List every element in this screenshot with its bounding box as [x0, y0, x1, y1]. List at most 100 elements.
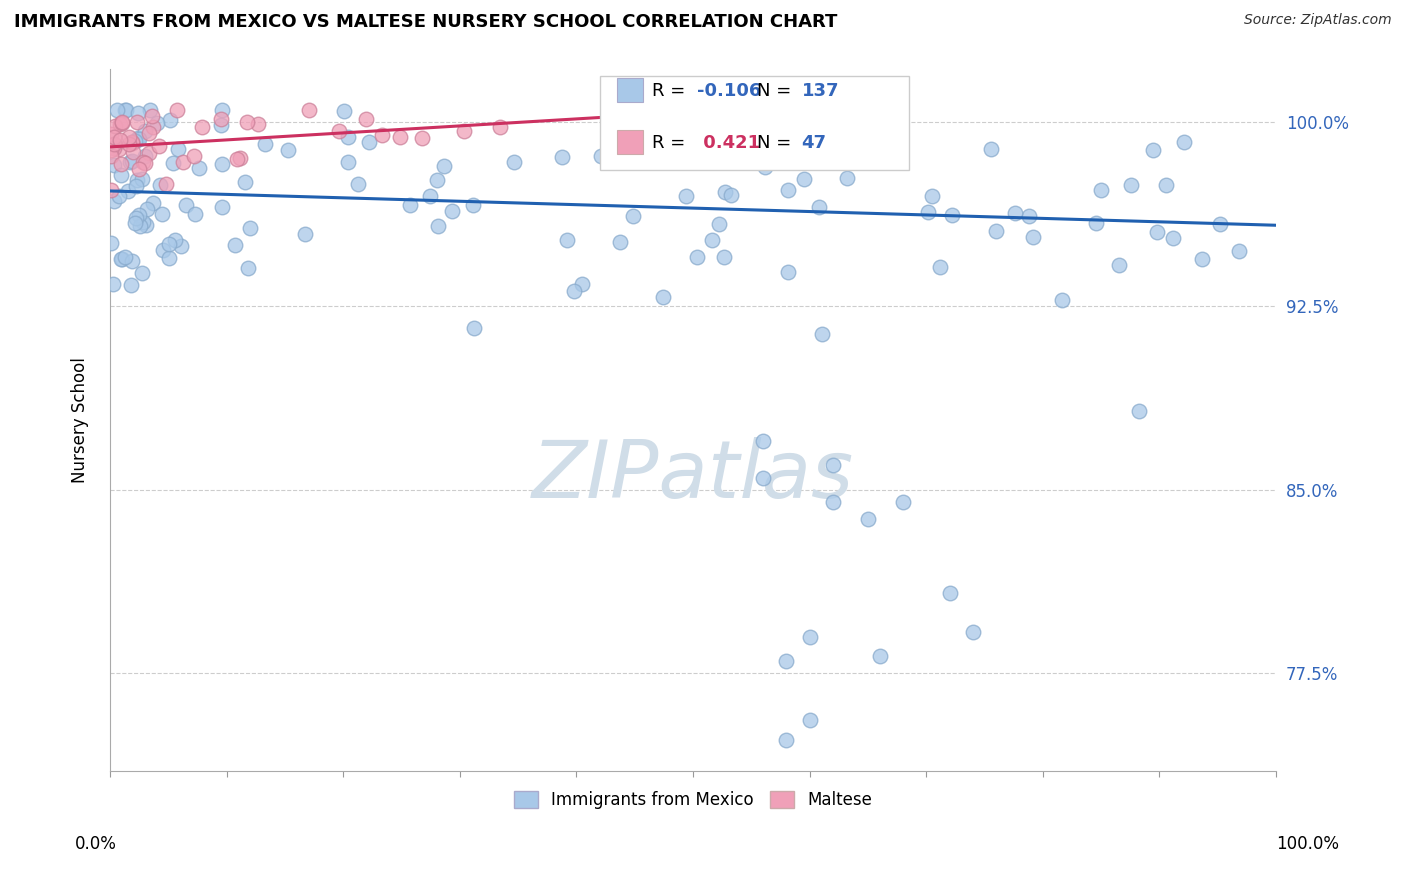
Point [120, 154, 142, 169]
Legend: Immigrants from Mexico, Maltese: Immigrants from Mexico, Maltese [508, 784, 879, 816]
Point [108, 189, 131, 203]
Point [104, 138, 127, 153]
Point [463, 321, 485, 335]
Point [648, 103, 671, 117]
Point [389, 130, 412, 145]
Point [138, 146, 160, 161]
Point [121, 135, 143, 149]
Point [122, 145, 145, 159]
Point [1128, 404, 1150, 418]
Point [433, 160, 456, 174]
FancyBboxPatch shape [617, 129, 643, 154]
Point [856, 512, 879, 526]
Point [332, 104, 354, 119]
Point [754, 160, 776, 174]
Point [149, 178, 172, 193]
Point [211, 103, 233, 117]
Point [247, 117, 270, 131]
Point [121, 153, 143, 168]
Point [114, 103, 136, 117]
Point [793, 172, 815, 186]
Point [155, 177, 177, 191]
Point [984, 224, 1007, 238]
Point [756, 116, 779, 130]
Point [589, 148, 612, 162]
Point [110, 252, 132, 267]
Point [111, 116, 134, 130]
Point [609, 235, 631, 249]
Point [103, 141, 125, 155]
Point [371, 128, 394, 142]
Point [427, 219, 450, 233]
Point [184, 207, 207, 221]
Point [167, 142, 190, 156]
Point [357, 135, 380, 149]
Point [551, 150, 574, 164]
Point [183, 149, 205, 163]
Point [1209, 217, 1232, 231]
Point [157, 236, 180, 251]
Point [917, 205, 939, 219]
Point [136, 202, 159, 217]
Point [253, 137, 276, 152]
Point [138, 126, 160, 140]
Point [159, 112, 181, 127]
Point [135, 218, 157, 232]
Point [1173, 135, 1195, 149]
Point [188, 161, 211, 176]
Point [172, 155, 194, 169]
Text: N =: N = [758, 134, 797, 152]
Point [1227, 244, 1250, 259]
Point [103, 194, 125, 208]
Point [294, 227, 316, 241]
Point [103, 158, 125, 172]
Point [1084, 216, 1107, 230]
Point [238, 261, 260, 276]
Point [118, 137, 141, 152]
Point [110, 156, 132, 170]
Point [709, 217, 731, 231]
Point [489, 120, 512, 134]
Text: 100.0%: 100.0% [1277, 835, 1339, 853]
Point [1018, 209, 1040, 223]
Point [131, 266, 153, 280]
Point [652, 290, 675, 304]
Point [170, 239, 193, 253]
Point [117, 130, 139, 145]
Point [121, 254, 143, 268]
Point [157, 251, 180, 265]
Point [1119, 178, 1142, 193]
Point [239, 221, 262, 235]
Point [752, 470, 775, 484]
Point [799, 713, 821, 727]
Point [720, 188, 742, 202]
Point [128, 132, 150, 146]
Point [131, 155, 153, 169]
Point [152, 243, 174, 257]
Point [502, 155, 524, 169]
Point [125, 173, 148, 187]
Point [962, 624, 984, 639]
Point [226, 152, 249, 166]
Text: ZIPatlas: ZIPatlas [531, 437, 855, 516]
Point [134, 156, 156, 170]
Point [835, 171, 858, 186]
Point [411, 131, 433, 145]
Point [134, 149, 156, 163]
Point [134, 124, 156, 138]
Point [1154, 178, 1177, 193]
Text: R =: R = [652, 82, 692, 100]
Point [124, 211, 146, 225]
Point [100, 127, 122, 141]
Point [146, 116, 169, 130]
Text: -0.106: -0.106 [696, 82, 761, 100]
Point [799, 630, 821, 644]
Point [980, 142, 1002, 156]
Point [821, 495, 844, 509]
Point [224, 238, 246, 252]
Text: N =: N = [758, 82, 797, 100]
Point [610, 114, 633, 128]
Point [114, 250, 136, 264]
Point [150, 207, 173, 221]
Point [166, 103, 188, 117]
